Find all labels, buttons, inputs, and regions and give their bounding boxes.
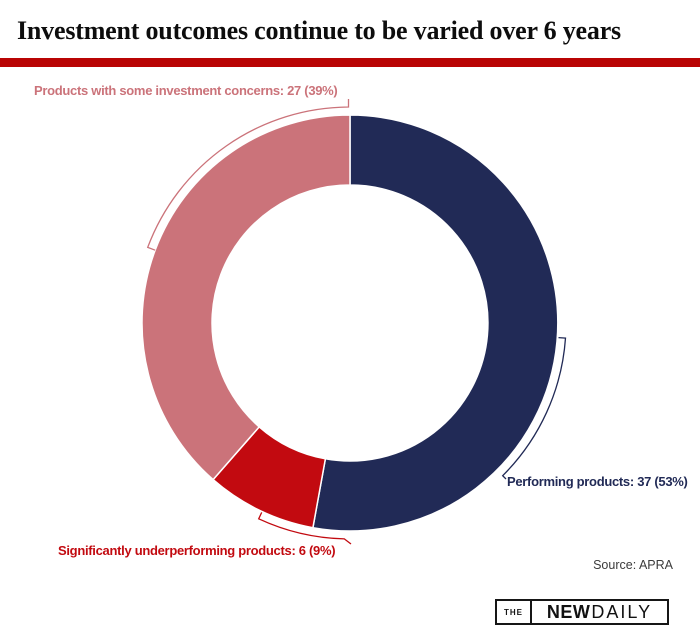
donut-segment-performing <box>312 114 559 532</box>
page-title: Investment outcomes continue to be varie… <box>17 16 621 45</box>
callout-bracket-investment-concerns <box>146 99 350 251</box>
newdaily-logo: THE NEW DAILY <box>495 599 669 625</box>
donut-segment-investment-concerns <box>141 114 351 481</box>
callout-label-investment-concerns: Products with some investment concerns: … <box>34 83 338 98</box>
callout-bracket-performing <box>501 336 567 480</box>
title-accent-rule <box>0 58 700 67</box>
logo-wordmark: NEW DAILY <box>532 601 667 623</box>
callout-bracket-significantly-underperforming <box>257 512 352 545</box>
callout-label-underperforming: Significantly underperforming products: … <box>58 543 336 558</box>
logo-new-text: NEW <box>546 601 591 622</box>
logo-daily-text: DAILY <box>591 601 653 622</box>
logo-the-box: THE <box>497 601 532 623</box>
callout-label-performing: Performing products: 37 (53%) <box>507 474 688 489</box>
source-note: Source: APRA <box>593 558 673 572</box>
